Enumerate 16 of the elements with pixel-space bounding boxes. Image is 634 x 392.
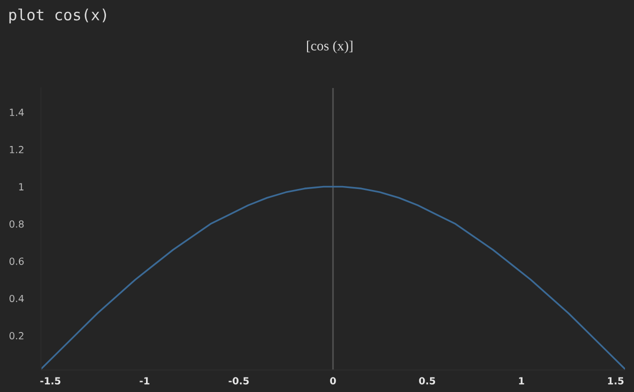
y-tick-label: 0.4 xyxy=(10,294,24,302)
y-tick-label: 1 xyxy=(19,183,24,190)
x-tick-label: 0 xyxy=(330,377,336,384)
chart-title: [cos (x)] xyxy=(306,40,352,54)
y-tick-label: 1.2 xyxy=(10,146,24,154)
x-tick-label: -0.5 xyxy=(228,377,249,384)
x-tick-label: 1 xyxy=(519,377,524,384)
x-tick-label: 0.5 xyxy=(419,377,436,384)
y-tick-label: 0.6 xyxy=(10,258,24,265)
text: plot cos(x) xyxy=(9,8,106,24)
x-tick-label: 1.5 xyxy=(608,377,624,384)
y-tick-label: 1.4 xyxy=(10,108,24,116)
x-tick-label: -1 xyxy=(140,377,150,384)
x-tick-label: -1.5 xyxy=(40,377,60,384)
y-tick-label: 0.8 xyxy=(10,220,24,228)
y-tick-label: 0.2 xyxy=(10,332,24,340)
